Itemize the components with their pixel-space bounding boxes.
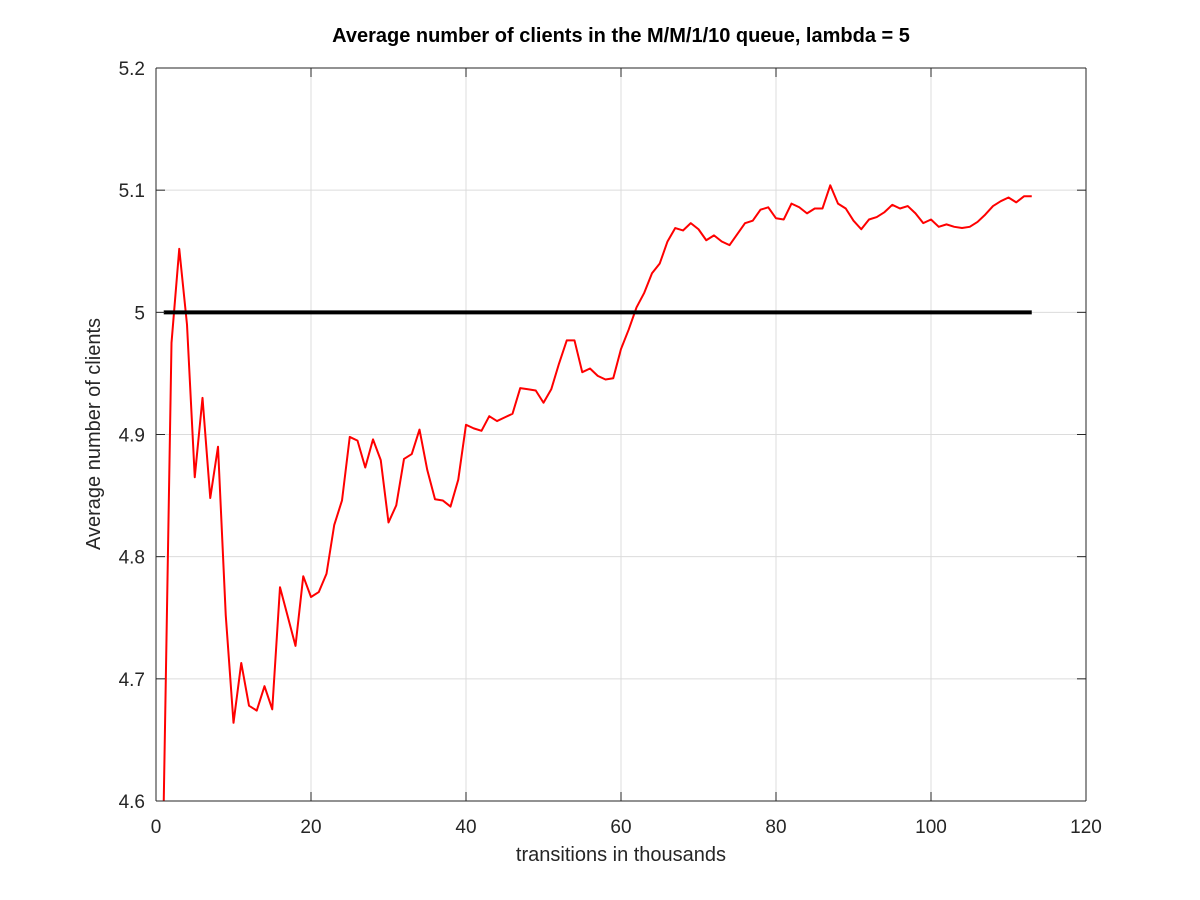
- chart-title: Average number of clients in the M/M/1/1…: [332, 25, 910, 47]
- axes: [155, 67, 1087, 802]
- y-tick-label: 5.2: [119, 59, 145, 80]
- y-tick-label: 4.7: [119, 670, 145, 691]
- tick-labels: 0 20 40 60 80 100 120 4.6 4.7 4.8 4.9 5 5.1 5.2: [119, 59, 1102, 838]
- y-axis-label: Average number of clients: [83, 318, 105, 550]
- y-tick-label: 5: [134, 303, 145, 324]
- average-clients-line: [162, 184, 1032, 802]
- x-tick-label: 120: [1070, 817, 1102, 838]
- y-tick-label: 4.9: [119, 426, 145, 447]
- x-tick-label: 40: [455, 817, 476, 838]
- data-series: [162, 184, 1032, 802]
- x-tick-label: 100: [915, 817, 947, 838]
- y-tick-label: 4.6: [119, 792, 145, 813]
- x-tick-label: 0: [151, 817, 162, 838]
- x-tick-label: 80: [765, 817, 786, 838]
- x-axis-label: transitions in thousands: [516, 844, 726, 866]
- y-tick-label: 4.8: [119, 548, 145, 569]
- x-tick-label: 60: [610, 817, 631, 838]
- x-tick-label: 20: [300, 817, 321, 838]
- y-tick-label: 5.1: [119, 181, 145, 202]
